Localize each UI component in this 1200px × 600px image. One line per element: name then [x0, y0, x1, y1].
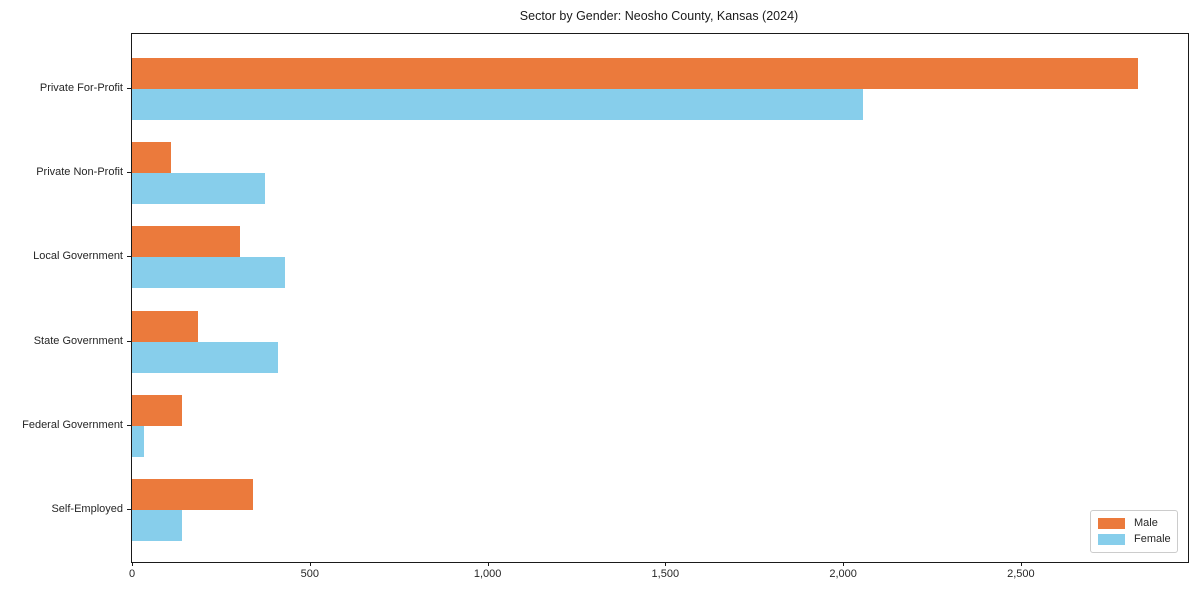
legend: Male Female	[1090, 510, 1178, 553]
legend-swatch-female	[1098, 534, 1125, 546]
bar-female-federal-government	[132, 425, 145, 457]
bar-female-local-government	[132, 257, 285, 289]
bar-male-private-for-profit	[132, 58, 1139, 89]
legend-item-male: Male	[1098, 517, 1170, 530]
x-tick-mark	[132, 562, 133, 566]
bar-male-private-non-profit	[132, 142, 172, 174]
x-tick-label: 2,000	[829, 568, 857, 580]
legend-swatch-male	[1098, 517, 1125, 529]
chart-title: Sector by Gender: Neosho County, Kansas …	[519, 9, 799, 23]
y-axis-label: Private For-Profit	[39, 82, 123, 94]
bar-female-self-employed	[132, 510, 182, 541]
bar-male-self-employed	[132, 479, 253, 510]
bar-male-local-government	[132, 226, 241, 258]
legend-item-female: Female	[1098, 533, 1171, 546]
y-tick-mark	[127, 340, 131, 342]
bar-male-federal-government	[132, 394, 182, 426]
y-tick-mark	[127, 509, 131, 510]
bar-female-private-for-profit	[132, 89, 863, 120]
y-axis-label: State Government	[33, 334, 123, 347]
x-tick-mark	[1020, 562, 1022, 566]
y-tick-mark	[127, 256, 131, 258]
x-tick-mark	[487, 562, 489, 566]
y-axis-label: Federal Government	[22, 418, 123, 431]
y-tick-mark	[127, 88, 131, 89]
x-tick-label: 0	[128, 568, 136, 580]
y-tick-mark	[127, 424, 131, 426]
x-tick-mark	[309, 562, 311, 566]
legend-label: Female	[1134, 533, 1171, 546]
y-axis-label: Local Government	[33, 250, 123, 263]
y-axis-label: Private Non-Profit	[36, 166, 123, 179]
x-tick-label: 1,000	[473, 568, 502, 580]
plot-area	[131, 33, 1189, 563]
x-tick-label: 500	[300, 568, 319, 580]
x-tick-mark	[665, 562, 667, 566]
y-tick-mark	[127, 172, 131, 174]
y-axis-label: Self-Employed	[51, 503, 123, 515]
x-tick-label: 2,500	[1007, 568, 1035, 580]
x-tick-mark	[843, 562, 845, 566]
bar-female-state-government	[132, 341, 278, 373]
bar-female-private-non-profit	[132, 173, 266, 205]
legend-label: Male	[1134, 516, 1158, 529]
x-tick-label: 1,500	[651, 568, 680, 580]
bar-male-state-government	[132, 310, 198, 342]
